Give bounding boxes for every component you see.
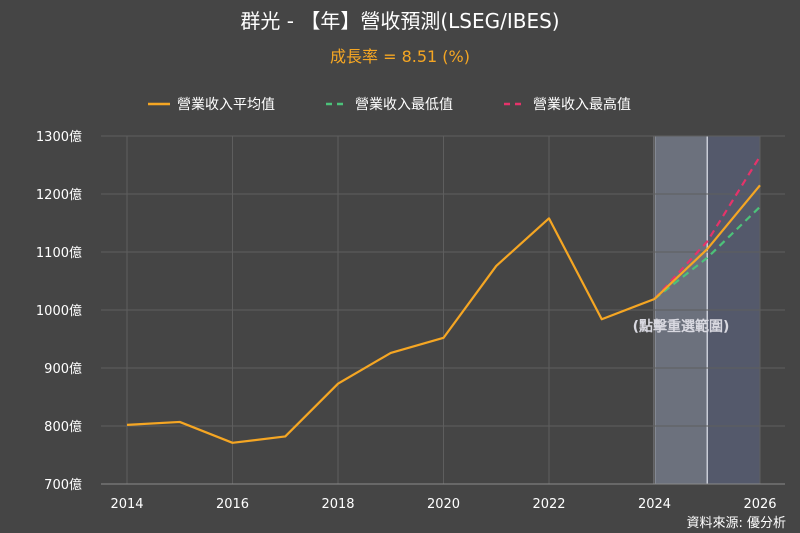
series-lines bbox=[126, 155, 761, 444]
x-tick-label: 2022 bbox=[532, 497, 565, 512]
x-tick-label: 2026 bbox=[743, 497, 776, 512]
y-tick-label: 700億 bbox=[44, 477, 82, 493]
growth-rate-text: 成長率 = 8.51 (%) bbox=[330, 47, 470, 66]
series-line-1 bbox=[653, 205, 761, 300]
legend: 營業收入平均值 營業收入最低值 營業收入最高值 bbox=[148, 96, 631, 113]
chart-title: 群光 - 【年】營收預測(LSEG/IBES) bbox=[240, 9, 559, 33]
series-line-0 bbox=[126, 184, 761, 444]
x-tick-label: 2024 bbox=[638, 497, 671, 512]
y-axis: 700億 800億 900億 1000億 1100億 1200億 1300億 bbox=[36, 129, 82, 493]
x-axis: 2014 2016 2018 2020 2022 2024 2026 bbox=[101, 483, 785, 512]
series-line-2 bbox=[653, 155, 761, 300]
legend-label: 營業收入平均值 bbox=[177, 97, 275, 113]
y-tick-label: 800億 bbox=[44, 419, 82, 435]
x-tick-label: 2018 bbox=[321, 497, 354, 512]
x-tick-label: 2020 bbox=[427, 497, 460, 512]
y-tick-label: 1200億 bbox=[36, 187, 82, 203]
y-tick-label: 1000億 bbox=[36, 303, 82, 319]
x-tick-label: 2016 bbox=[216, 497, 249, 512]
y-tick-label: 1300億 bbox=[36, 129, 82, 145]
y-tick-label: 900億 bbox=[44, 361, 82, 377]
legend-label: 營業收入最低值 bbox=[355, 97, 453, 113]
x-gridlines bbox=[126, 136, 761, 484]
reselect-range-hint[interactable]: (點擊重選範圍) bbox=[633, 318, 730, 335]
y-tick-label: 1100億 bbox=[36, 245, 82, 261]
data-source-label: 資料來源: 優分析 bbox=[686, 516, 786, 531]
legend-label: 營業收入最高值 bbox=[533, 96, 631, 113]
x-tick-label: 2014 bbox=[110, 497, 143, 512]
